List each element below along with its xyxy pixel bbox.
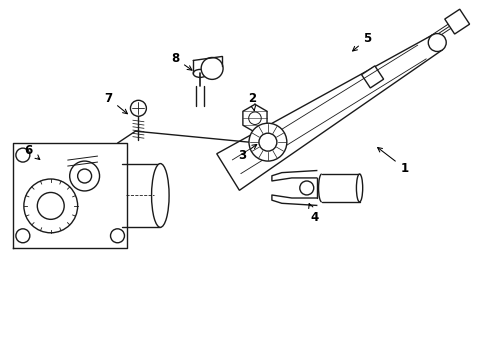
Polygon shape xyxy=(217,35,442,190)
Polygon shape xyxy=(445,9,469,34)
Ellipse shape xyxy=(193,69,207,77)
Text: 2: 2 xyxy=(248,92,256,111)
Circle shape xyxy=(16,148,30,162)
Circle shape xyxy=(111,229,124,243)
Circle shape xyxy=(77,169,92,183)
Text: 7: 7 xyxy=(104,92,127,114)
Ellipse shape xyxy=(356,174,363,202)
Circle shape xyxy=(130,100,147,116)
Text: 5: 5 xyxy=(353,32,371,51)
Circle shape xyxy=(24,179,77,233)
Text: 3: 3 xyxy=(238,144,257,162)
Text: 6: 6 xyxy=(24,144,40,159)
Circle shape xyxy=(249,123,287,161)
Text: 4: 4 xyxy=(309,204,319,224)
Circle shape xyxy=(16,229,30,243)
Polygon shape xyxy=(362,66,384,88)
Ellipse shape xyxy=(151,163,169,227)
Circle shape xyxy=(37,193,64,219)
Circle shape xyxy=(201,58,223,80)
Circle shape xyxy=(259,133,277,151)
Circle shape xyxy=(300,181,314,195)
Text: 1: 1 xyxy=(378,148,409,175)
Ellipse shape xyxy=(428,33,446,51)
Text: 8: 8 xyxy=(171,52,192,70)
Circle shape xyxy=(70,161,99,191)
